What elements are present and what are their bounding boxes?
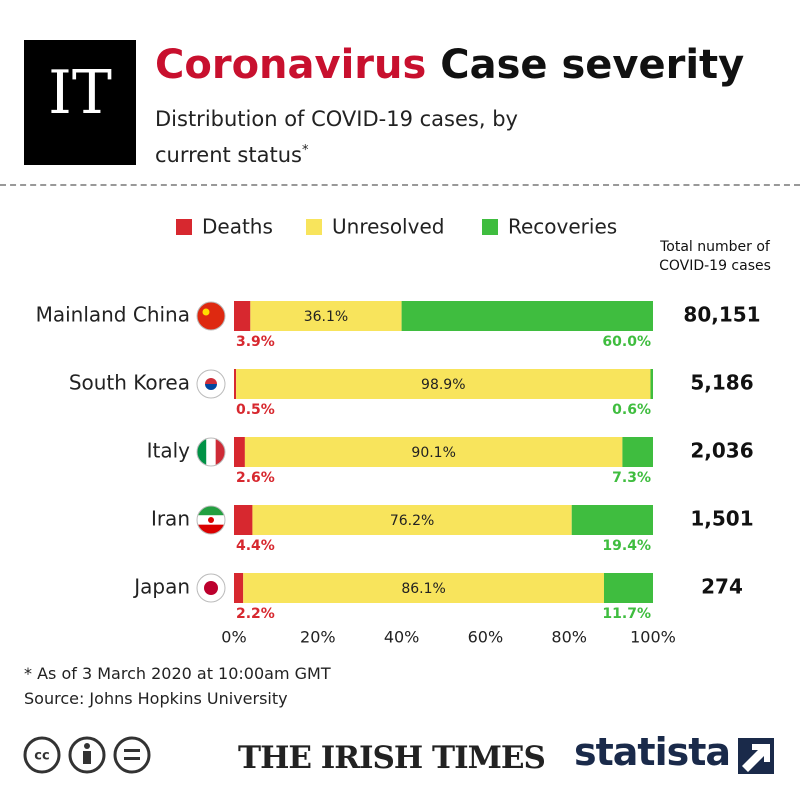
svg-text:cc: cc	[34, 749, 49, 764]
value-label: 98.9%	[421, 377, 465, 393]
bar-segment	[603, 573, 653, 603]
x-tick-label: 60%	[468, 628, 504, 647]
value-label: 0.6%	[612, 402, 651, 418]
divider	[0, 184, 800, 186]
value-label: 0.5%	[236, 402, 275, 418]
x-tick-label: 40%	[384, 628, 420, 647]
value-label: 4.4%	[236, 538, 275, 554]
value-label: 7.3%	[612, 470, 651, 486]
category-label: Japan	[132, 575, 190, 599]
value-label: 60.0%	[602, 334, 651, 350]
total-label: 80,151	[683, 303, 760, 327]
flag-part	[205, 378, 217, 384]
flag-body	[197, 302, 225, 330]
footnote: * As of 3 March 2020 at 10:00am GMT	[24, 664, 331, 683]
total-label: 2,036	[690, 439, 753, 463]
flag-part	[208, 517, 214, 523]
bar-segment	[236, 369, 651, 399]
category-label: Iran	[151, 507, 190, 531]
subtitle-marker: *	[301, 143, 309, 158]
legend-label: Unresolved	[332, 215, 444, 239]
chart-title: Coronavirus Case severity	[155, 42, 744, 88]
flag-body	[197, 370, 225, 398]
publisher: THE IRISH TIMES	[238, 740, 546, 776]
flag-part	[204, 581, 218, 595]
flag-border	[196, 301, 226, 331]
bar-segment	[250, 301, 402, 331]
x-tick-label: 100%	[630, 628, 676, 647]
legend-swatch	[176, 219, 192, 235]
bar-segment	[244, 437, 623, 467]
flag	[196, 369, 226, 399]
title-main: Case severity	[440, 42, 745, 88]
license-icons: cc	[23, 736, 151, 774]
logo-box	[24, 40, 136, 165]
totals-title: Total number of COVID-19 cases	[659, 239, 771, 274]
value-label: 76.2%	[390, 513, 434, 529]
flag-border	[196, 437, 226, 467]
flag-body	[197, 506, 225, 534]
bar-segment	[234, 505, 253, 535]
value-label: 11.7%	[602, 606, 651, 622]
value-label: 3.9%	[236, 334, 275, 350]
flag	[196, 301, 226, 331]
value-label: 90.1%	[411, 445, 455, 461]
value-label: 86.1%	[401, 581, 445, 597]
flag-body	[197, 438, 225, 466]
bar-segment	[571, 505, 653, 535]
value-label: 2.6%	[236, 470, 275, 486]
bar-segment	[243, 573, 604, 603]
bar-segment	[234, 301, 251, 331]
flag-part	[197, 302, 225, 330]
total-label: 5,186	[690, 371, 753, 395]
bar-segment	[650, 369, 653, 399]
category-label: South Korea	[69, 371, 190, 395]
legend-swatch	[306, 219, 322, 235]
bar-segment	[234, 369, 237, 399]
value-label: 36.1%	[304, 309, 348, 325]
title-highlight: Coronavirus	[155, 42, 427, 88]
value-label: 19.4%	[602, 538, 651, 554]
flag-part	[206, 438, 216, 466]
category-label: Italy	[147, 439, 191, 463]
legend-swatch	[482, 219, 498, 235]
logo: IT	[48, 58, 112, 128]
category-label: Mainland China	[36, 303, 190, 327]
total-label: 1,501	[690, 507, 753, 531]
flag-part	[202, 308, 210, 316]
flag	[196, 437, 226, 467]
value-label: 2.2%	[236, 606, 275, 622]
flag	[196, 505, 226, 535]
subtitle: Distribution of COVID-19 cases, by curre…	[155, 107, 518, 167]
source: Source: Johns Hopkins University	[24, 689, 288, 708]
flag-border	[196, 573, 226, 603]
x-tick-label: 80%	[551, 628, 587, 647]
flag-part	[215, 438, 225, 466]
bar-segment	[234, 437, 245, 467]
bar-segment	[234, 573, 244, 603]
flag-part	[205, 384, 217, 390]
total-label: 274	[701, 575, 743, 599]
flag-part	[197, 506, 225, 516]
flag-border	[196, 369, 226, 399]
x-tick-label: 20%	[300, 628, 336, 647]
subtitle-box: Distribution of COVID-19 cases, by curre…	[155, 104, 545, 171]
brand: statista	[574, 730, 731, 774]
bar-segment	[252, 505, 572, 535]
flag	[196, 573, 226, 603]
flag-body	[197, 574, 225, 602]
legend-label: Deaths	[202, 215, 273, 239]
brand-mark	[738, 738, 774, 774]
x-tick-label: 0%	[221, 628, 246, 647]
flag-part	[197, 438, 207, 466]
bar-segment	[622, 437, 653, 467]
bar-segment	[401, 301, 653, 331]
flag-part	[197, 524, 225, 534]
flag-border	[196, 505, 226, 535]
legend-label: Recoveries	[508, 215, 617, 239]
